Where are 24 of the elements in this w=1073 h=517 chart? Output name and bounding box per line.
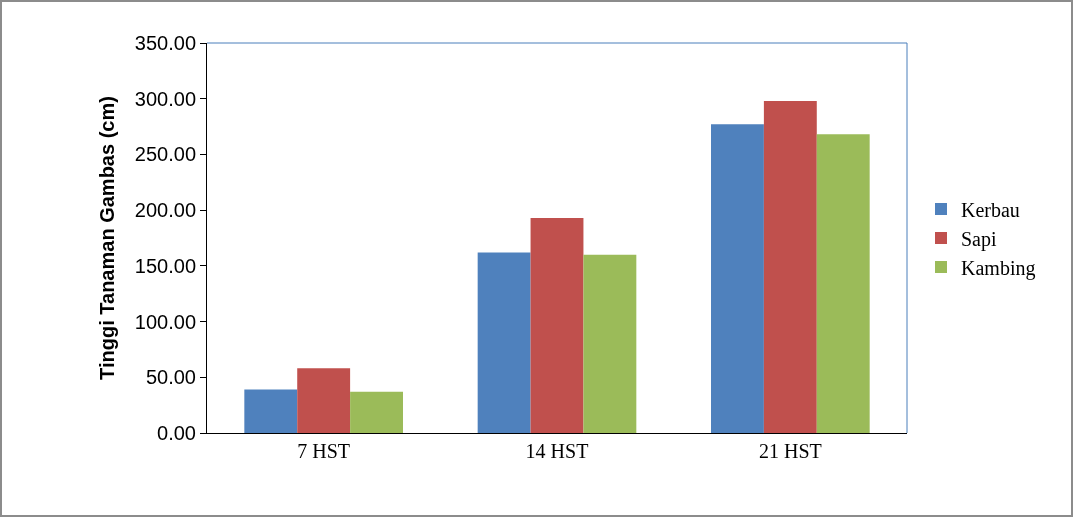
bar — [477, 252, 531, 433]
bar — [763, 100, 817, 433]
y-tick-label: 300.00 — [134, 87, 196, 110]
x-tick-label: 21 HST — [758, 440, 822, 462]
bar — [530, 217, 584, 433]
bar — [244, 389, 298, 433]
legend-label: Kerbau — [961, 198, 1020, 221]
legend-label: Sapi — [961, 227, 997, 251]
bar — [816, 134, 870, 433]
bar — [350, 391, 403, 433]
bar — [711, 124, 764, 433]
x-tick-label: 7 HST — [297, 440, 351, 462]
y-tick-label: 350.00 — [134, 32, 196, 54]
x-tick-label: 14 HST — [525, 440, 589, 462]
y-tick-label: 50.00 — [145, 366, 196, 389]
y-tick-label: 200.00 — [134, 199, 196, 222]
y-tick-label: 250.00 — [134, 143, 196, 166]
y-tick-label: 150.00 — [134, 254, 196, 277]
bar — [297, 368, 351, 433]
y-axis-title: Tinggi Tanaman Gambas (cm) — [96, 96, 119, 380]
y-tick-label: 0.00 — [157, 422, 196, 444]
bar — [583, 254, 637, 433]
y-tick-label: 100.00 — [134, 310, 196, 333]
legend-label: Kambing — [961, 256, 1036, 280]
